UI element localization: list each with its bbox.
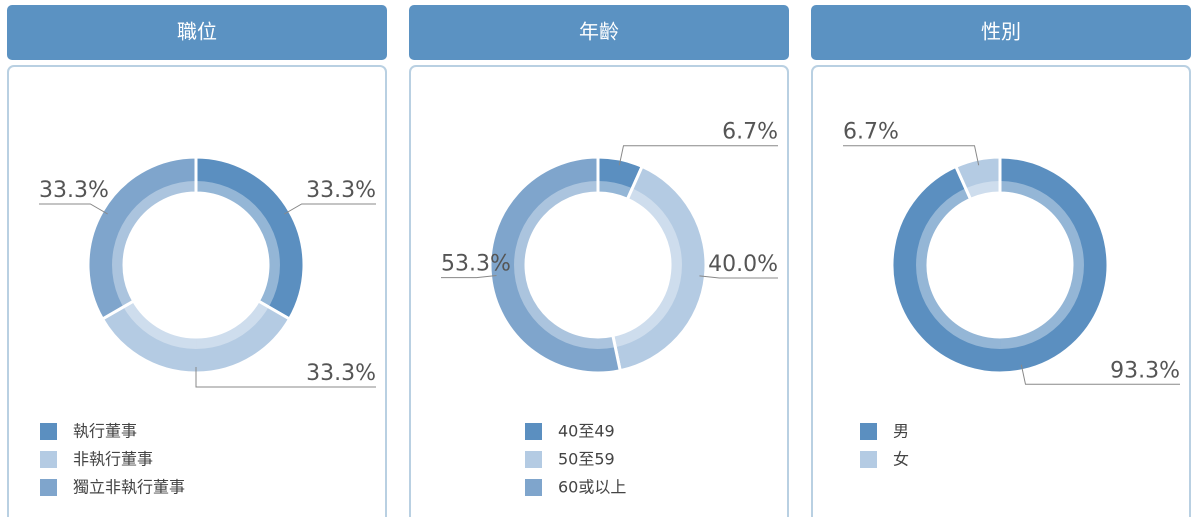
data-label: 33.3% [39, 178, 109, 203]
leader-line [1020, 364, 1180, 385]
data-label: 53.3% [441, 252, 511, 277]
donut-slice [100, 298, 292, 375]
leader-line [618, 145, 778, 166]
legend-label: 60或以上 [558, 478, 626, 497]
leader-line [699, 275, 778, 279]
leader-line [284, 203, 376, 215]
leader-line [843, 145, 980, 166]
panel-title: 職位 [177, 20, 217, 44]
leader-line [195, 367, 376, 388]
legend-label: 50至59 [558, 450, 615, 469]
legend-label: 非執行董事 [73, 450, 153, 469]
data-label: 93.3% [1110, 358, 1180, 383]
panel-header [811, 5, 1191, 60]
legend-swatch [860, 423, 877, 440]
panel-title: 性別 [981, 20, 1021, 44]
panel-body [7, 65, 387, 517]
donut-slice [890, 155, 1110, 375]
legend-swatch [525, 423, 542, 440]
donut-slice [488, 155, 623, 375]
legend-swatch [525, 479, 542, 496]
legend-label: 男 [893, 422, 909, 441]
legend-swatch [40, 423, 57, 440]
leader-line [39, 203, 108, 215]
panel-header [409, 5, 789, 60]
panel-header [7, 5, 387, 60]
data-label: 33.3% [306, 361, 376, 386]
data-label: 6.7% [722, 120, 778, 145]
data-label: 40.0% [708, 252, 778, 277]
data-label: 6.7% [843, 120, 899, 145]
panel-body [409, 65, 789, 517]
leader-line [441, 275, 497, 279]
donut-slice [611, 164, 708, 373]
legend-swatch [40, 451, 57, 468]
data-label: 33.3% [306, 178, 376, 203]
legend-swatch [860, 451, 877, 468]
legend-label: 獨立非執行董事 [73, 478, 185, 497]
legend-swatch [525, 451, 542, 468]
panel-body [811, 65, 1191, 517]
donut-slice [194, 155, 306, 322]
legend-swatch [40, 479, 57, 496]
panel-title: 年齡 [579, 20, 619, 44]
donut-slice [953, 155, 1002, 202]
legend-label: 40至49 [558, 422, 615, 441]
donut-slice [86, 155, 198, 322]
legend-label: 女 [893, 450, 909, 469]
legend-label: 執行董事 [73, 422, 137, 441]
